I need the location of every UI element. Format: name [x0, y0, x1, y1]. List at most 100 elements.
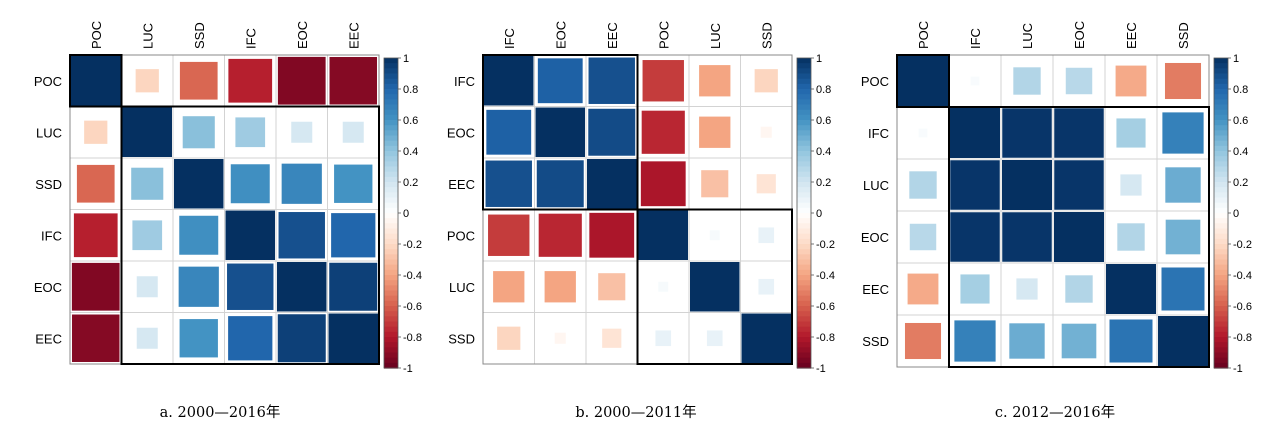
- cluster-outline: [948, 106, 1210, 368]
- legend-segment: [1214, 275, 1228, 281]
- legend-tick-label: 0.8: [816, 84, 831, 96]
- legend-segment: [1214, 166, 1228, 173]
- legend-segment: [1214, 104, 1228, 111]
- correlation-square: [536, 160, 584, 208]
- legend-segment: [384, 182, 398, 188]
- legend-segment: [384, 114, 398, 121]
- correlation-square: [277, 314, 326, 363]
- legend-segment: [1214, 68, 1228, 75]
- legend-segment: [384, 300, 398, 307]
- column-label: EOC: [295, 21, 310, 49]
- correlation-square: [227, 263, 274, 310]
- legend-tick-label: 1: [403, 53, 409, 65]
- legend-segment: [384, 357, 398, 364]
- correlation-square: [655, 330, 672, 347]
- legend-segment: [1214, 73, 1228, 80]
- legend-segment: [1214, 249, 1228, 255]
- correlation-square: [602, 328, 622, 348]
- correlation-square: [909, 171, 937, 199]
- correlation-square: [760, 126, 772, 138]
- legend-tick-label: -0.6: [816, 301, 835, 313]
- legend-segment: [797, 290, 811, 297]
- correlation-square: [1054, 160, 1104, 210]
- column-label: SSD: [759, 22, 774, 49]
- legend-segment: [1214, 264, 1228, 271]
- legend-segment: [1214, 161, 1228, 168]
- correlation-square: [235, 117, 266, 148]
- correlation-square: [228, 58, 273, 103]
- legend-segment: [797, 182, 811, 188]
- legend-segment: [797, 352, 811, 359]
- heatmap-panel-c: POC IFC LUC EOC EEC SSD POC IFC LUC EOC EEC SSD 1 0.8…: [861, 21, 1252, 375]
- legend-tick-label: -1: [403, 363, 413, 375]
- column-label: EEC: [605, 22, 620, 49]
- legend-segment: [797, 244, 811, 250]
- legend-segment: [384, 104, 398, 111]
- legend-segment: [384, 145, 398, 152]
- cluster-outline: [896, 54, 950, 108]
- correlation-square: [486, 109, 532, 155]
- correlation-square: [1161, 267, 1205, 311]
- correlation-square: [488, 214, 530, 256]
- legend-segment: [797, 228, 811, 235]
- correlation-square: [179, 215, 219, 255]
- row-label: LUC: [863, 178, 889, 193]
- legend-segment: [797, 285, 811, 292]
- legend-tick-label: -0.6: [403, 301, 422, 313]
- correlation-square: [277, 262, 327, 312]
- correlation-square: [904, 322, 942, 360]
- row-label: EOC: [34, 280, 62, 295]
- column-label: LUC: [708, 23, 723, 49]
- row-label: IFC: [41, 228, 62, 243]
- legend-segment: [797, 151, 811, 157]
- correlation-square: [281, 163, 322, 204]
- correlation-square: [1013, 67, 1041, 95]
- correlation-square: [484, 56, 534, 106]
- legend-segment: [797, 171, 811, 178]
- legend-tick-label: 0.8: [403, 84, 418, 96]
- correlation-square: [970, 76, 980, 86]
- legend-segment: [1214, 295, 1228, 302]
- legend-segment: [1214, 316, 1228, 323]
- legend-segment: [384, 352, 398, 359]
- correlation-square: [1162, 112, 1204, 154]
- legend-segment: [1214, 109, 1228, 116]
- heatmap-panel-b: IFC EOC EEC POC LUC SSD IFC EOC EEC POC LUC SSD 1 0.8…: [447, 21, 835, 375]
- legend-segment: [384, 89, 398, 95]
- legend-segment: [384, 285, 398, 292]
- legend-segment: [384, 166, 398, 173]
- correlation-square: [758, 278, 775, 295]
- correlation-square: [182, 116, 215, 149]
- correlation-square: [898, 56, 948, 106]
- correlation-square: [1116, 118, 1146, 148]
- correlation-square: [1054, 108, 1104, 158]
- legend-segment: [384, 197, 398, 204]
- legend-segment: [1214, 120, 1228, 126]
- legend-segment: [1214, 192, 1228, 199]
- correlation-square: [1120, 174, 1142, 196]
- column-label: SSD: [1176, 22, 1191, 49]
- row-label: POC: [447, 228, 475, 243]
- legend-segment: [384, 63, 398, 69]
- correlation-square: [706, 330, 723, 347]
- column-label: POC: [656, 21, 671, 49]
- legend-segment: [797, 78, 811, 85]
- legend-segment: [1214, 269, 1228, 276]
- legend-segment: [1214, 156, 1228, 162]
- legend-tick-label: -0.4: [816, 270, 835, 282]
- legend-tick-label: -0.2: [1233, 239, 1252, 251]
- legend-segment: [1214, 337, 1228, 343]
- legend-tick-label: 1: [1233, 53, 1239, 65]
- row-label: EOC: [447, 125, 475, 140]
- legend-segment: [384, 68, 398, 75]
- correlation-square: [589, 212, 635, 258]
- legend-segment: [797, 357, 811, 364]
- legend-segment: [797, 63, 811, 69]
- column-label: EOC: [553, 21, 568, 49]
- column-label: LUC: [1020, 23, 1035, 49]
- column-label: EOC: [1072, 21, 1087, 49]
- correlation-square: [950, 160, 1000, 210]
- legend-segment: [384, 120, 398, 126]
- legend-tick-label: -0.4: [1233, 270, 1252, 282]
- column-label: EEC: [346, 22, 361, 49]
